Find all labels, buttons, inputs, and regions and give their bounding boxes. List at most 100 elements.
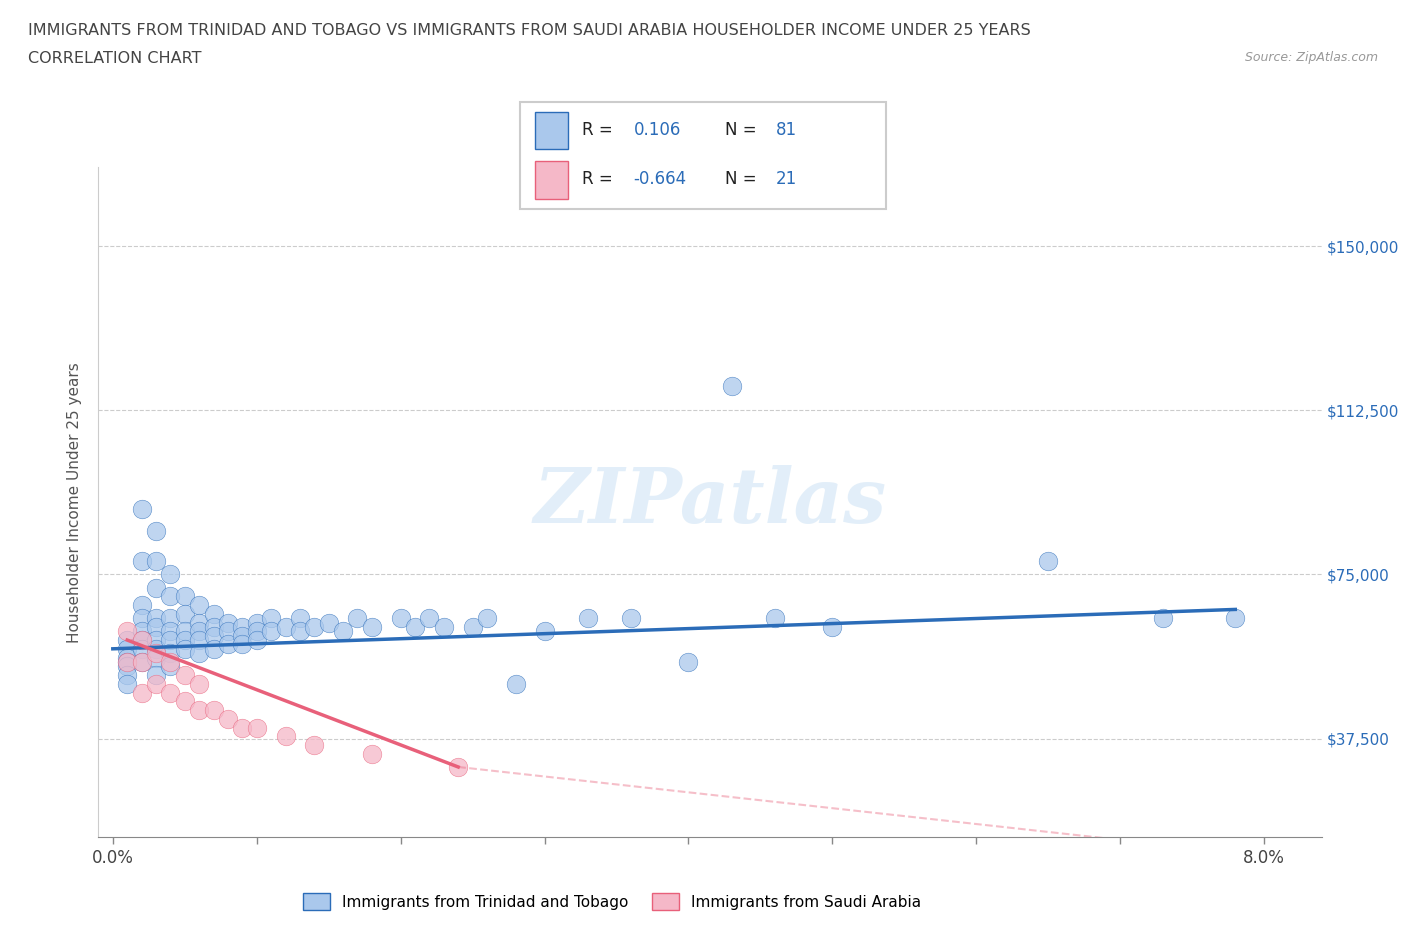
Point [115, 655, 138, 670]
Point [304, 737, 326, 752]
Point [202, 619, 225, 634]
Bar [534, 161, 568, 199]
Point [145, 619, 167, 634]
Text: R =: R = [582, 170, 619, 188]
Bar [534, 112, 568, 150]
Text: -0.664: -0.664 [634, 170, 686, 188]
Point [332, 624, 354, 639]
Point [246, 632, 269, 647]
Point [188, 632, 211, 647]
Point [389, 611, 412, 626]
Text: R =: R = [582, 121, 619, 139]
Point [173, 589, 195, 604]
Point [231, 720, 253, 735]
Point [159, 611, 181, 626]
Text: 0.106: 0.106 [634, 121, 681, 139]
Point [346, 611, 368, 626]
Point [1152, 611, 1174, 626]
Point [173, 624, 195, 639]
Point [821, 619, 844, 634]
Point [131, 642, 153, 657]
Point [145, 645, 167, 660]
Point [131, 632, 153, 647]
Point [202, 703, 225, 718]
Point [145, 632, 167, 647]
Point [475, 611, 498, 626]
Point [115, 655, 138, 670]
Point [115, 642, 138, 657]
Point [159, 645, 181, 660]
Point [145, 642, 167, 657]
Point [231, 637, 253, 652]
Point [678, 655, 700, 670]
Text: N =: N = [725, 170, 762, 188]
Point [246, 624, 269, 639]
Text: 81: 81 [776, 121, 797, 139]
Point [318, 615, 340, 630]
Point [145, 554, 167, 569]
Text: CORRELATION CHART: CORRELATION CHART [28, 51, 201, 66]
Point [533, 624, 555, 639]
Point [145, 668, 167, 683]
Text: 21: 21 [776, 170, 797, 188]
FancyBboxPatch shape [520, 102, 886, 209]
Point [145, 650, 167, 665]
Point [274, 619, 297, 634]
Y-axis label: Householder Income Under 25 years: Householder Income Under 25 years [67, 362, 83, 643]
Point [461, 619, 484, 634]
Point [131, 554, 153, 569]
Point [159, 632, 181, 647]
Point [145, 611, 167, 626]
Point [763, 611, 786, 626]
Point [159, 624, 181, 639]
Point [304, 619, 326, 634]
Point [159, 567, 181, 582]
Point [173, 606, 195, 621]
Point [231, 629, 253, 644]
Point [173, 632, 195, 647]
Point [231, 619, 253, 634]
Point [131, 598, 153, 613]
Point [433, 619, 456, 634]
Point [720, 379, 742, 393]
Point [217, 711, 239, 726]
Point [115, 632, 138, 647]
Point [131, 632, 153, 647]
Point [1038, 554, 1060, 569]
Point [620, 611, 643, 626]
Point [260, 611, 283, 626]
Point [202, 642, 225, 657]
Point [576, 611, 599, 626]
Point [188, 624, 211, 639]
Point [360, 747, 382, 762]
Point [173, 694, 195, 709]
Point [145, 524, 167, 538]
Point [188, 703, 211, 718]
Legend: Immigrants from Trinidad and Tobago, Immigrants from Saudi Arabia: Immigrants from Trinidad and Tobago, Imm… [297, 886, 928, 916]
Point [115, 650, 138, 665]
Point [131, 624, 153, 639]
Point [217, 615, 239, 630]
Point [404, 619, 426, 634]
Text: ZIPatlas: ZIPatlas [533, 465, 887, 539]
Point [288, 624, 311, 639]
Point [159, 658, 181, 673]
Point [115, 658, 138, 673]
Point [131, 655, 153, 670]
Point [188, 676, 211, 691]
Point [188, 598, 211, 613]
Text: N =: N = [725, 121, 762, 139]
Point [447, 760, 470, 775]
Point [145, 580, 167, 595]
Point [202, 606, 225, 621]
Text: Source: ZipAtlas.com: Source: ZipAtlas.com [1244, 51, 1378, 64]
Point [131, 611, 153, 626]
Point [173, 668, 195, 683]
Point [1225, 611, 1247, 626]
Point [360, 619, 382, 634]
Point [505, 676, 527, 691]
Point [288, 611, 311, 626]
Point [115, 624, 138, 639]
Point [159, 685, 181, 700]
Point [115, 676, 138, 691]
